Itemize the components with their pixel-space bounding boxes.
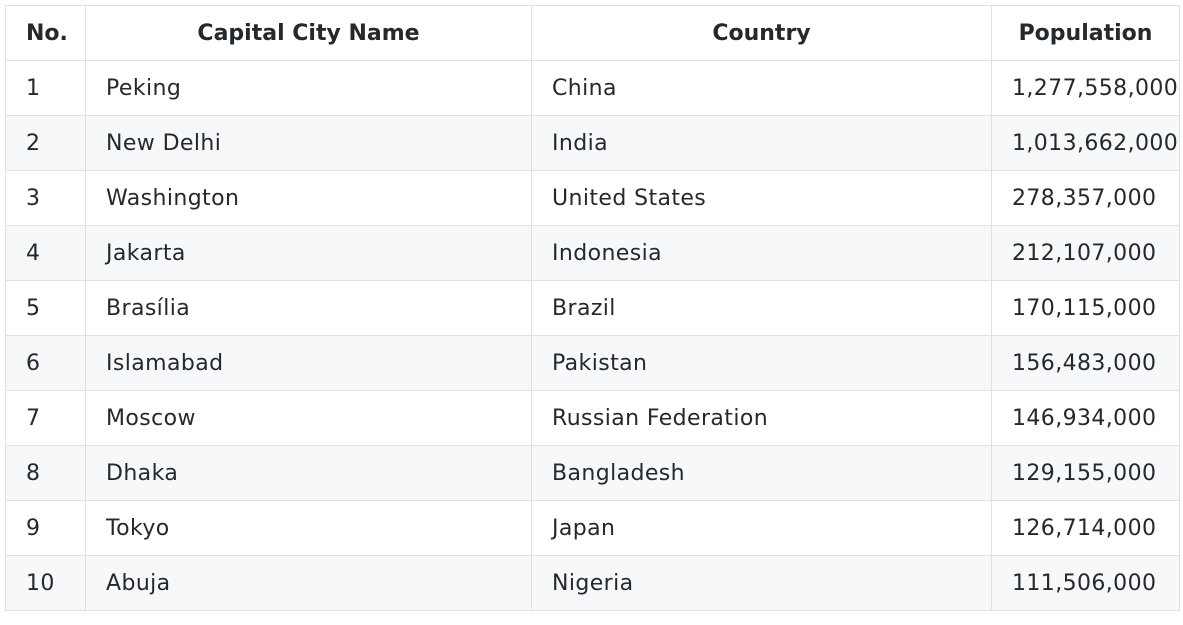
cell-capital: Brasília [85,280,532,336]
cell-capital: Tokyo [85,500,532,556]
cell-capital: Peking [85,60,532,116]
cell-country: Japan [531,500,992,556]
cell-country: Russian Federation [531,390,992,446]
table-row: 6 Islamabad Pakistan 156,483,000 [5,335,1180,391]
cell-population: 111,506,000 [991,555,1180,611]
cell-capital: Jakarta [85,225,532,281]
cell-country: United States [531,170,992,226]
cell-no: 8 [5,445,86,501]
cell-population: 278,357,000 [991,170,1180,226]
table-row: 1 Peking China 1,277,558,000 [5,60,1180,116]
table-header: No. Capital City Name Country Population [5,5,1180,61]
cell-population: 129,155,000 [991,445,1180,501]
cell-population: 156,483,000 [991,335,1180,391]
cell-no: 1 [5,60,86,116]
cell-country: Pakistan [531,335,992,391]
table-row: 8 Dhaka Bangladesh 129,155,000 [5,445,1180,501]
cell-country: Bangladesh [531,445,992,501]
cell-country: China [531,60,992,116]
table-row: 3 Washington United States 278,357,000 [5,170,1180,226]
cell-country: Nigeria [531,555,992,611]
cell-no: 3 [5,170,86,226]
cell-population: 1,277,558,000 [991,60,1180,116]
cell-population: 170,115,000 [991,280,1180,336]
cell-country: India [531,115,992,171]
cell-country: Brazil [531,280,992,336]
cell-no: 4 [5,225,86,281]
header-country: Country [531,5,992,61]
table-row: 7 Moscow Russian Federation 146,934,000 [5,390,1180,446]
cell-no: 9 [5,500,86,556]
table-row: 9 Tokyo Japan 126,714,000 [5,500,1180,556]
table-body: 1 Peking China 1,277,558,000 2 New Delhi… [5,60,1180,611]
cell-no: 7 [5,390,86,446]
table-row: 5 Brasília Brazil 170,115,000 [5,280,1180,336]
header-population: Population [991,5,1180,61]
capital-cities-table: No. Capital City Name Country Population… [5,5,1180,611]
cell-capital: Islamabad [85,335,532,391]
capital-cities-table-container: No. Capital City Name Country Population… [5,5,1180,611]
table-row: 4 Jakarta Indonesia 212,107,000 [5,225,1180,281]
header-no: No. [5,5,86,61]
header-row: No. Capital City Name Country Population [5,5,1180,61]
cell-population: 146,934,000 [991,390,1180,446]
table-row: 10 Abuja Nigeria 111,506,000 [5,555,1180,611]
cell-capital: Abuja [85,555,532,611]
cell-capital: Washington [85,170,532,226]
cell-country: Indonesia [531,225,992,281]
table-row: 2 New Delhi India 1,013,662,000 [5,115,1180,171]
cell-capital: New Delhi [85,115,532,171]
cell-no: 5 [5,280,86,336]
cell-population: 212,107,000 [991,225,1180,281]
cell-capital: Dhaka [85,445,532,501]
cell-no: 10 [5,555,86,611]
cell-no: 2 [5,115,86,171]
cell-population: 126,714,000 [991,500,1180,556]
cell-no: 6 [5,335,86,391]
cell-population: 1,013,662,000 [991,115,1180,171]
header-capital-city-name: Capital City Name [85,5,532,61]
cell-capital: Moscow [85,390,532,446]
